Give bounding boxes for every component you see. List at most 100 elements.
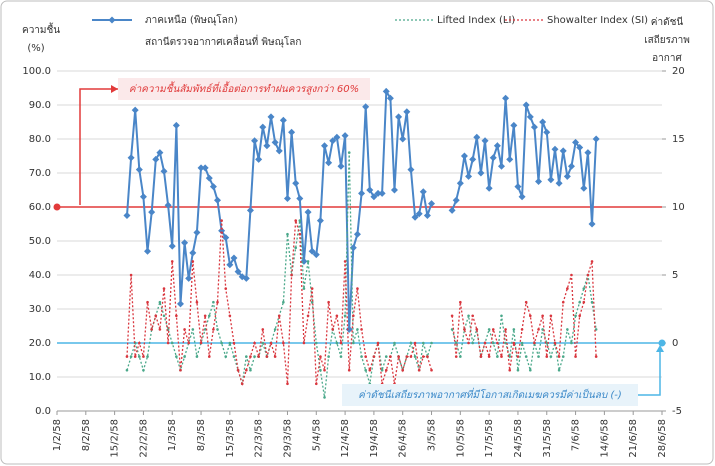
marker — [497, 162, 505, 170]
marker — [162, 314, 166, 318]
marker — [364, 368, 367, 372]
marker — [170, 341, 174, 345]
marker — [222, 234, 230, 242]
marker — [465, 172, 473, 180]
marker — [397, 355, 400, 358]
marker — [288, 128, 296, 136]
marker — [282, 300, 285, 304]
marker — [493, 142, 501, 150]
marker — [175, 314, 178, 318]
series-line — [126, 220, 597, 387]
marker — [253, 341, 256, 345]
marker — [570, 341, 573, 345]
legend-item: ภาคเหนือ (พิษณุโลก) — [92, 13, 238, 26]
marker — [456, 179, 464, 187]
marker — [409, 355, 413, 358]
marker — [193, 229, 201, 236]
marker — [187, 341, 191, 345]
marker — [378, 189, 386, 197]
marker — [306, 314, 310, 318]
marker — [413, 341, 417, 345]
marker — [312, 251, 320, 259]
marker — [372, 355, 376, 358]
y2-axis-title: อากาศ — [652, 53, 682, 64]
x-tick-label: 17/5/58 — [484, 419, 495, 458]
marker — [314, 382, 318, 386]
marker — [323, 396, 326, 399]
marker — [541, 314, 544, 318]
marker — [393, 341, 396, 345]
marker — [504, 341, 507, 345]
marker — [176, 300, 184, 308]
marker — [502, 94, 510, 102]
marker — [224, 287, 228, 290]
marker — [508, 355, 512, 358]
legend-marker — [108, 16, 116, 24]
marker — [516, 368, 520, 372]
marker — [199, 341, 203, 345]
marker — [347, 368, 351, 372]
x-tick-label: 1/3/58 — [167, 419, 178, 451]
marker — [226, 261, 234, 269]
marker — [489, 154, 497, 162]
marker — [195, 300, 199, 304]
marker — [314, 341, 318, 345]
annotation-arrow — [638, 350, 661, 396]
marker — [205, 174, 213, 182]
marker — [267, 113, 275, 121]
marker — [563, 172, 571, 180]
marker — [319, 355, 322, 358]
marker — [261, 341, 265, 345]
marker — [228, 314, 232, 318]
marker — [216, 300, 219, 304]
y2-tick-label: 0 — [672, 338, 678, 349]
marker — [259, 123, 267, 131]
marker — [246, 206, 254, 214]
marker — [426, 355, 429, 358]
marker — [273, 328, 277, 331]
marker — [356, 328, 359, 331]
marker — [541, 328, 544, 331]
marker — [549, 355, 553, 358]
marker — [419, 188, 427, 196]
marker — [133, 355, 137, 358]
marker — [337, 162, 345, 170]
marker — [543, 128, 551, 136]
marker — [491, 328, 495, 331]
marker — [170, 260, 174, 263]
marker — [537, 355, 540, 358]
marker — [207, 314, 211, 318]
marker — [138, 341, 141, 345]
marker — [506, 155, 514, 163]
marker — [138, 355, 141, 358]
x-tick-label: 29/3/58 — [282, 419, 293, 458]
legend-label: ภาคเหนือ (พิษณุโลก) — [145, 13, 238, 26]
marker — [584, 149, 592, 157]
marker — [500, 314, 503, 318]
marker — [327, 300, 330, 304]
marker — [209, 183, 217, 191]
marker — [526, 113, 534, 121]
x-tick-label: 3/5/58 — [427, 419, 438, 451]
marker — [380, 368, 384, 372]
marker — [249, 355, 252, 358]
marker — [467, 341, 470, 345]
marker — [520, 341, 524, 345]
marker — [240, 382, 244, 386]
reference-end — [53, 203, 61, 211]
x-tick-label: 8/2/58 — [81, 419, 92, 451]
marker — [321, 142, 329, 150]
y2-tick-label: 20 — [672, 66, 685, 77]
marker — [168, 242, 176, 250]
marker — [298, 232, 302, 236]
marker — [382, 87, 390, 95]
marker — [530, 123, 538, 131]
marker — [491, 341, 495, 345]
y-tick-label: 0.0 — [35, 406, 51, 417]
marker — [212, 300, 215, 304]
marker — [566, 328, 569, 331]
marker — [195, 355, 199, 358]
marker — [129, 273, 133, 277]
marker — [242, 274, 250, 282]
marker — [214, 196, 222, 204]
